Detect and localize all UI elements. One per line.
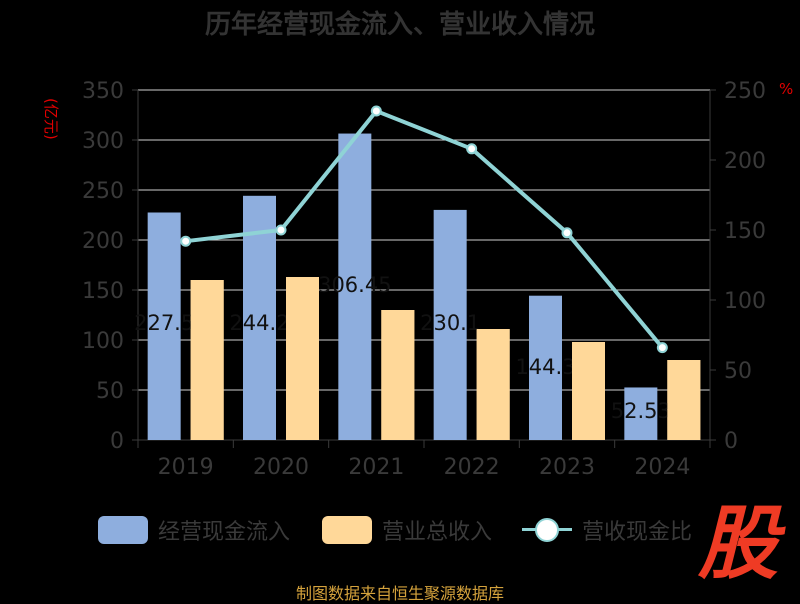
legend-item-cash-inflow[interactable]: 经营现金流入 xyxy=(98,514,290,546)
bar-cash-inflow xyxy=(433,209,467,440)
x-tick-label: 2022 xyxy=(444,455,500,480)
legend-swatch-ratio xyxy=(522,516,572,544)
chart-title: 历年经营现金流入、营业收入情况 xyxy=(204,10,595,40)
line-point-ratio xyxy=(656,342,668,354)
legend-item-revenue[interactable]: 营业总收入 xyxy=(322,514,492,546)
bar-revenue-overlay xyxy=(190,280,224,440)
x-tick-label: 2020 xyxy=(253,455,309,480)
bar-cash-inflow xyxy=(624,387,658,440)
x-tick-label: 2024 xyxy=(634,455,690,480)
bar-cash-inflow xyxy=(243,195,276,440)
line-point-ratio xyxy=(466,143,478,155)
y-left-tick-label: 0 xyxy=(110,429,124,454)
legend-swatch-revenue xyxy=(322,516,372,544)
bar-revenue-overlay xyxy=(286,277,319,440)
legend-swatch-cash-inflow xyxy=(98,516,148,544)
y-right-tick-label: 100 xyxy=(724,289,766,314)
y-right-tick-label: 250 xyxy=(724,79,766,104)
left-axis-unit: (亿元) xyxy=(42,98,60,140)
bar-cash-inflow xyxy=(529,295,562,440)
right-axis-unit: % xyxy=(779,80,794,98)
legend: 经营现金流入 营业总收入 营收现金比 xyxy=(0,514,800,554)
y-right-tick-label: 50 xyxy=(724,359,752,384)
y-right-tick-label: 0 xyxy=(724,429,738,454)
brand-logo: 股 xyxy=(698,497,778,590)
y-right-tick-label: 150 xyxy=(724,219,766,244)
bar-value-label: 244.2 xyxy=(229,311,289,335)
bar-value-label: 52.53 xyxy=(611,399,671,423)
bar-value-label: 230.1 xyxy=(420,311,480,335)
legend-item-ratio[interactable]: 营收现金比 xyxy=(522,514,692,546)
y-left-tick-label: 50 xyxy=(96,379,124,404)
line-point-ratio xyxy=(370,105,382,117)
y-left-tick-label: 350 xyxy=(82,79,124,104)
legend-label-ratio: 营收现金比 xyxy=(582,520,693,545)
bar-revenue-overlay xyxy=(381,310,415,440)
x-tick-label: 2021 xyxy=(348,455,404,480)
legend-label-revenue: 营业总收入 xyxy=(382,520,493,545)
bar-revenue-overlay xyxy=(667,360,701,440)
bar-cash-inflow xyxy=(147,212,181,440)
x-tick-label: 2019 xyxy=(158,455,214,480)
y-right-tick-label: 200 xyxy=(724,149,766,174)
y-left-tick-label: 250 xyxy=(82,179,124,204)
bar-revenue-overlay xyxy=(572,342,605,440)
line-point-ratio xyxy=(275,224,287,236)
y-left-tick-label: 300 xyxy=(82,129,124,154)
bar-cash-inflow xyxy=(338,133,372,441)
bar-value-label: 144.3 xyxy=(515,355,575,379)
y-left-tick-label: 150 xyxy=(82,279,124,304)
x-tick-label: 2023 xyxy=(539,455,595,480)
y-left-tick-label: 200 xyxy=(82,229,124,254)
data-source-note: 制图数据来自恒生聚源数据库 xyxy=(295,584,504,603)
bar-value-label: 227.5 xyxy=(134,311,194,335)
bar-value-label: 306.45 xyxy=(318,273,391,297)
line-point-ratio xyxy=(180,235,192,247)
legend-label-cash-inflow: 经营现金流入 xyxy=(158,520,291,545)
bar-revenue-overlay xyxy=(476,329,510,440)
line-ratio xyxy=(185,109,664,349)
line-point-ratio xyxy=(561,227,573,239)
y-left-tick-label: 100 xyxy=(82,329,124,354)
